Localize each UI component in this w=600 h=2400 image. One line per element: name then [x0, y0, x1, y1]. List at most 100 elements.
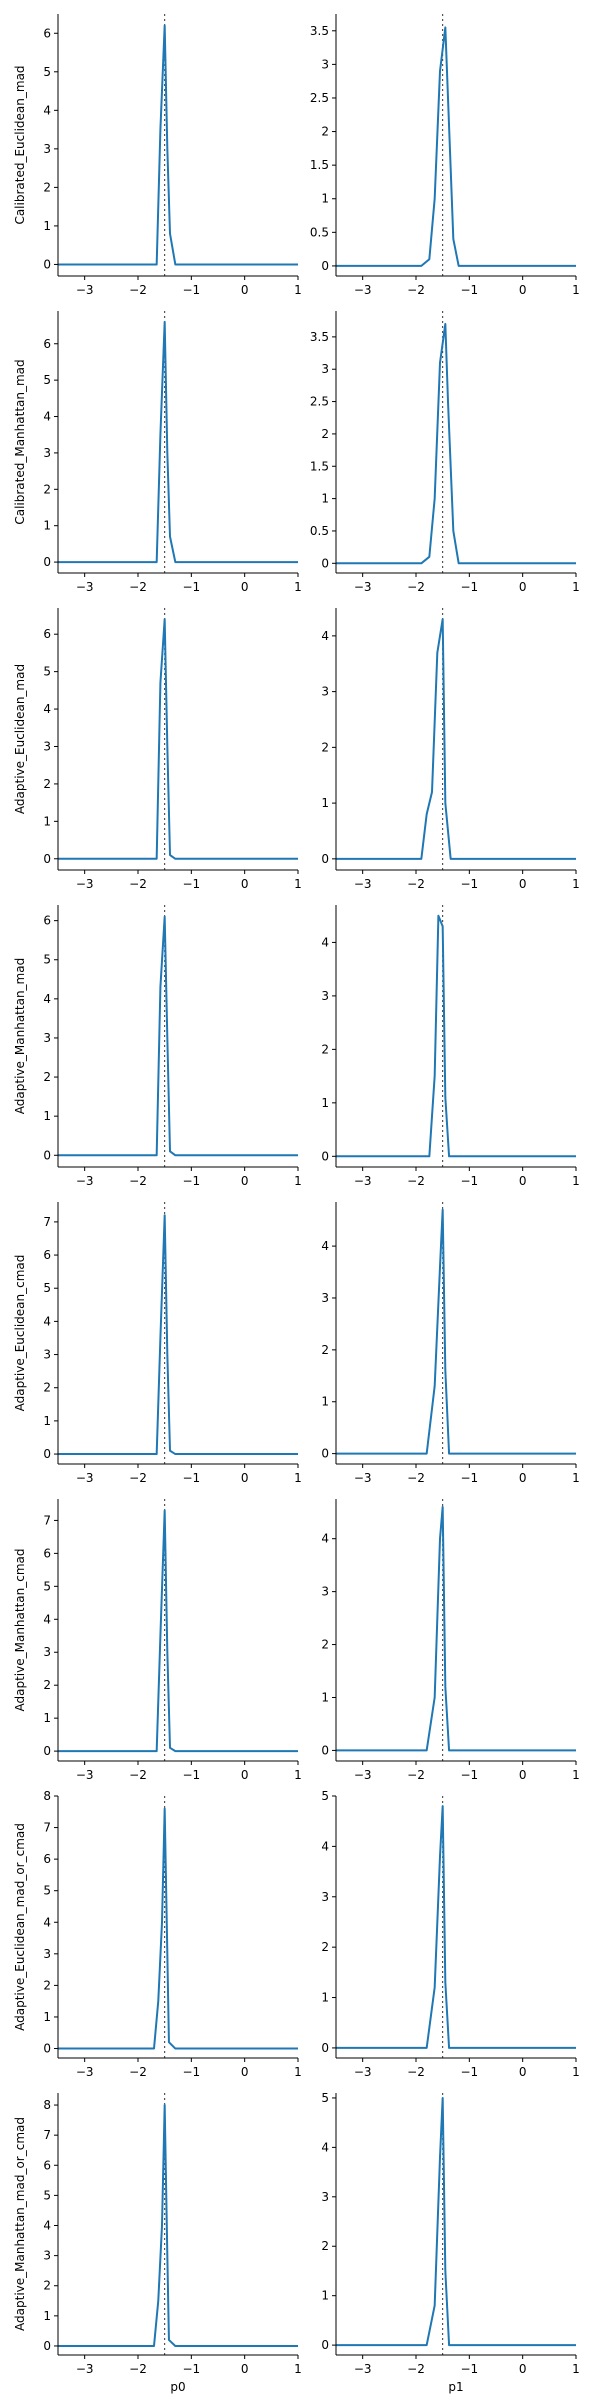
y-tick-label: 1: [321, 492, 329, 506]
density-line: [336, 1208, 576, 1455]
y-tick-label: 0: [43, 2339, 51, 2353]
x-tick-label: −1: [182, 283, 200, 297]
x-tick-label: −3: [354, 1768, 372, 1782]
x-tick-label: −2: [129, 1471, 147, 1485]
y-tick-label: 4: [43, 1915, 51, 1929]
panel-5-p0: 0 1 2 3 4 5 6 7 −3 −2 −1 0 1 Adaptive_Euclidean_cmad: [13, 1202, 302, 1485]
panel-5-p1: 0 1 2 3 4 −3 −2 −1 0 1: [321, 1202, 580, 1485]
y-tick-label: 4: [321, 2140, 329, 2154]
y-tick-label: 0: [43, 2042, 51, 2056]
x-tick-label: 1: [572, 2065, 580, 2079]
y-tick-label: 6: [43, 337, 51, 351]
y-tick-label: 5: [321, 2091, 329, 2105]
x-tick-label: −1: [182, 580, 200, 594]
y-tick-label: 5: [43, 1281, 51, 1295]
x-tick-label: −1: [460, 283, 478, 297]
x-tick-label: 0: [241, 1471, 249, 1485]
y-tick-label: 3.5: [310, 24, 329, 38]
y-tick-label: 3: [43, 739, 51, 753]
x-tick-label: 0: [241, 1174, 249, 1188]
y-tick-label: 2: [321, 125, 329, 139]
y-tick-label: 8: [43, 1789, 51, 1803]
y-tick-label: 6: [43, 914, 51, 928]
y-tick-label: 8: [43, 2098, 51, 2112]
y-tick-label: 0: [43, 1447, 51, 1461]
y-axis-label: Adaptive_Manhattan_mad: [13, 958, 27, 1114]
x-tick-label: −3: [354, 1471, 372, 1485]
y-tick-label: 3: [43, 2249, 51, 2263]
y-tick-label: 0: [43, 1744, 51, 1758]
y-tick-label: 7: [43, 2128, 51, 2142]
x-tick-label: 0: [519, 877, 527, 891]
y-tick-label: 2: [43, 1978, 51, 1992]
x-tick-label: −2: [129, 877, 147, 891]
x-tick-label: −3: [76, 283, 94, 297]
panel-7-p0: 0 1 2 3 4 5 6 7 8 −3 −2 −1 0 1 Adaptive_Euclidean_mad_…: [13, 1789, 302, 2079]
x-tick-label: −1: [460, 1174, 478, 1188]
y-tick-label: 6: [43, 26, 51, 40]
x-axis-label: p1: [448, 2380, 463, 2394]
x-tick-label: −3: [76, 2065, 94, 2079]
y-tick-label: 3: [321, 989, 329, 1003]
y-tick-label: 0: [43, 1148, 51, 1162]
y-tick-label: 2: [43, 777, 51, 791]
x-tick-label: 1: [294, 877, 302, 891]
x-tick-label: −1: [460, 2362, 478, 2376]
x-tick-label: 0: [241, 2065, 249, 2079]
y-tick-label: 2.5: [310, 91, 329, 105]
density-line: [336, 26, 576, 267]
y-tick-label: 4: [43, 992, 51, 1006]
y-tick-label: 2: [321, 740, 329, 754]
x-tick-label: 0: [519, 1174, 527, 1188]
density-line: [58, 1807, 298, 2050]
panel-2-p1: 0 0.5 1 1.5 2 2.5 3 3.5 −3 −2 −1 0 1: [310, 311, 580, 594]
density-line: [58, 2104, 298, 2347]
y-tick-label: 4: [43, 1612, 51, 1626]
y-tick-label: 3.5: [310, 330, 329, 344]
density-line: [336, 618, 576, 860]
y-tick-label: 1: [43, 2010, 51, 2024]
y-tick-label: 7: [43, 1821, 51, 1835]
y-tick-label: 0: [321, 1447, 329, 1461]
y-tick-label: 0: [43, 555, 51, 569]
y-tick-label: 3: [321, 57, 329, 71]
y-tick-label: 2: [43, 2279, 51, 2293]
y-tick-label: 3: [43, 1348, 51, 1362]
y-tick-label: 6: [43, 627, 51, 641]
y-tick-label: 5: [43, 1884, 51, 1898]
y-tick-label: 0: [321, 259, 329, 273]
density-line: [58, 1214, 298, 1456]
density-line: [336, 2096, 576, 2347]
y-tick-label: 5: [43, 373, 51, 387]
density-line: [336, 914, 576, 1158]
y-tick-label: 4: [321, 629, 329, 643]
x-tick-label: −2: [407, 283, 425, 297]
x-tick-label: 0: [241, 1768, 249, 1782]
x-tick-label: 1: [572, 283, 580, 297]
x-tick-label: −3: [354, 2362, 372, 2376]
y-tick-label: 6: [43, 1248, 51, 1262]
y-tick-label: 2: [321, 1042, 329, 1056]
density-line: [58, 320, 298, 564]
y-tick-label: 4: [321, 1839, 329, 1853]
y-tick-label: 3: [321, 362, 329, 376]
y-tick-label: 0: [321, 556, 329, 570]
x-tick-label: −3: [76, 1768, 94, 1782]
y-tick-label: 1: [43, 219, 51, 233]
y-tick-label: 4: [43, 103, 51, 117]
y-axis-label: Calibrated_Euclidean_mad: [13, 65, 27, 224]
density-line: [58, 618, 298, 860]
y-tick-label: 1: [43, 2309, 51, 2323]
x-tick-label: 0: [519, 283, 527, 297]
y-tick-label: 1: [321, 1690, 329, 1704]
x-tick-label: 1: [572, 877, 580, 891]
x-tick-label: −2: [407, 2065, 425, 2079]
panel-2-p0: 0 1 2 3 4 5 6 −3 −2 −1 0 1 Calibrated_Manhattan_mad: [13, 311, 302, 594]
x-tick-label: −2: [129, 1174, 147, 1188]
x-tick-label: −3: [76, 1174, 94, 1188]
x-tick-label: −1: [460, 1768, 478, 1782]
y-tick-label: 2: [43, 180, 51, 194]
density-line: [336, 1805, 576, 2049]
x-tick-label: −2: [129, 2362, 147, 2376]
